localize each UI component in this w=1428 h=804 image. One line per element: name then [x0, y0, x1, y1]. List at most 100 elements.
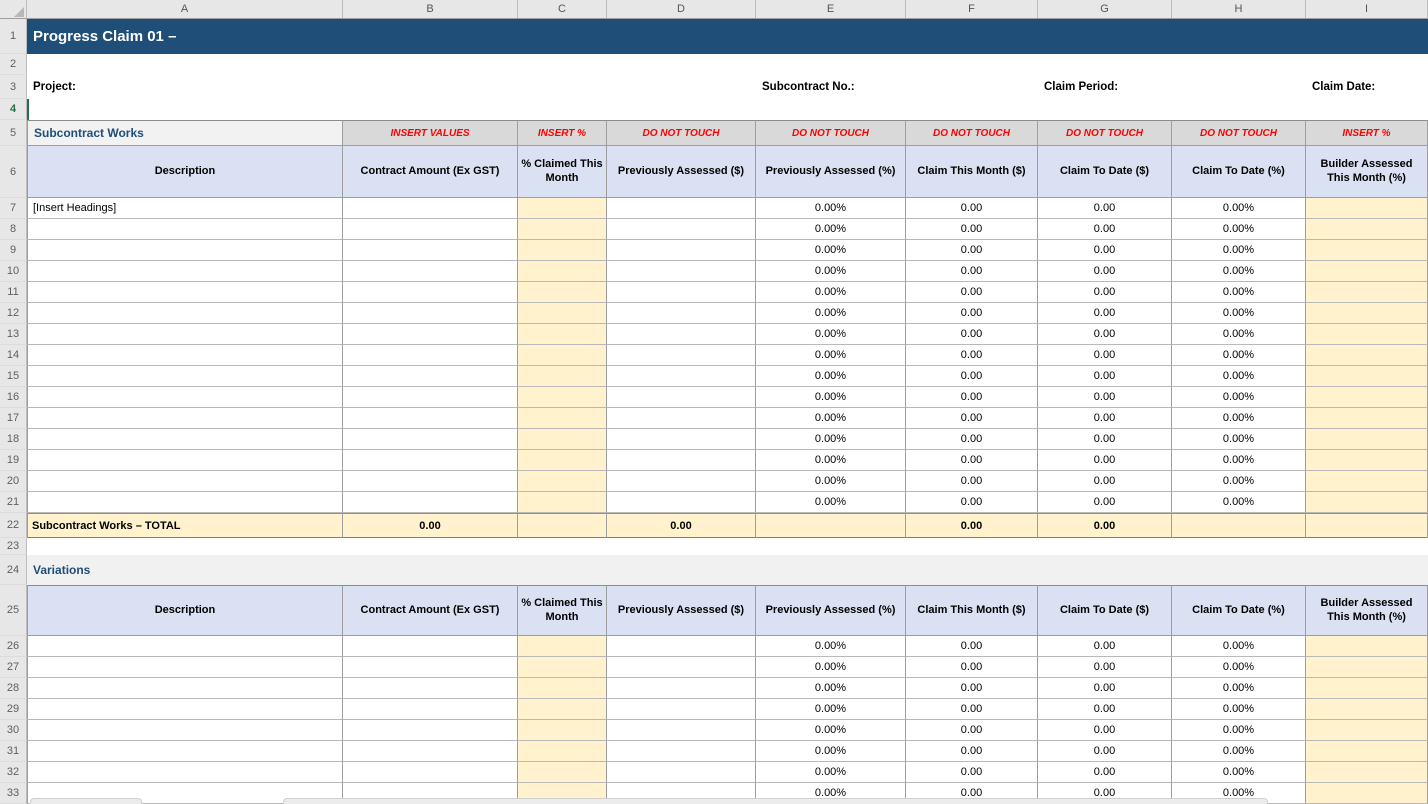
cell-C8[interactable] [518, 219, 607, 240]
cell-E16[interactable]: 0.00% [756, 387, 906, 408]
cell-F27[interactable]: 0.00 [906, 657, 1038, 678]
cell-B27[interactable] [343, 657, 518, 678]
cell-I10[interactable] [1306, 261, 1428, 282]
cell-C16[interactable] [518, 387, 607, 408]
cell-G14[interactable]: 0.00 [1038, 345, 1172, 366]
cell-E8[interactable]: 0.00% [756, 219, 906, 240]
column-heading-H-row6[interactable]: Claim To Date (%) [1172, 146, 1306, 198]
cell-B18[interactable] [343, 429, 518, 450]
row-header-19[interactable]: 19 [0, 450, 27, 471]
row-header-1[interactable]: 1 [0, 19, 27, 54]
cell-H32[interactable]: 0.00% [1172, 762, 1306, 783]
cell-D31[interactable] [607, 741, 756, 762]
cell-A29[interactable] [27, 699, 343, 720]
cell-I31[interactable] [1306, 741, 1428, 762]
cell-F12[interactable]: 0.00 [906, 303, 1038, 324]
cell-D26[interactable] [607, 636, 756, 657]
column-heading-C-row25[interactable]: % Claimed This Month [518, 585, 607, 636]
cell-F8[interactable]: 0.00 [906, 219, 1038, 240]
cell-D28[interactable] [607, 678, 756, 699]
column-heading-B-row25[interactable]: Contract Amount (Ex GST) [343, 585, 518, 636]
row-header-18[interactable]: 18 [0, 429, 27, 450]
row-header-8[interactable]: 8 [0, 219, 27, 240]
cell-C27[interactable] [518, 657, 607, 678]
cell-F26[interactable]: 0.00 [906, 636, 1038, 657]
cell-H21[interactable]: 0.00% [1172, 492, 1306, 513]
subcontract-no-label-cell[interactable]: Subcontract No.: [762, 81, 855, 93]
cell-A28[interactable] [27, 678, 343, 699]
column-header-I[interactable]: I [1306, 0, 1428, 18]
column-heading-D-row6[interactable]: Previously Assessed ($) [607, 146, 756, 198]
cell-E29[interactable]: 0.00% [756, 699, 906, 720]
cell-C21[interactable] [518, 492, 607, 513]
cell-B14[interactable] [343, 345, 518, 366]
row-header-21[interactable]: 21 [0, 492, 27, 513]
row-header-27[interactable]: 27 [0, 657, 27, 678]
cell-F18[interactable]: 0.00 [906, 429, 1038, 450]
claim-date-label-cell[interactable]: Claim Date: [1312, 81, 1376, 93]
cell-E10[interactable]: 0.00% [756, 261, 906, 282]
cell-C11[interactable] [518, 282, 607, 303]
cell-G13[interactable]: 0.00 [1038, 324, 1172, 345]
cell-G17[interactable]: 0.00 [1038, 408, 1172, 429]
cell-C10[interactable] [518, 261, 607, 282]
cell-C15[interactable] [518, 366, 607, 387]
cell-A32[interactable] [27, 762, 343, 783]
cell-F21[interactable]: 0.00 [906, 492, 1038, 513]
cell-G10[interactable]: 0.00 [1038, 261, 1172, 282]
cell-I28[interactable] [1306, 678, 1428, 699]
cell-H3[interactable] [1172, 75, 1306, 99]
cell-I16[interactable] [1306, 387, 1428, 408]
column-header-D[interactable]: D [607, 0, 756, 18]
cell-G19[interactable]: 0.00 [1038, 450, 1172, 471]
cell-D27[interactable] [607, 657, 756, 678]
section-variations-cell[interactable]: Variations [27, 555, 1428, 585]
cell-E13[interactable]: 0.00% [756, 324, 906, 345]
row-header-10[interactable]: 10 [0, 261, 27, 282]
cell-H13[interactable]: 0.00% [1172, 324, 1306, 345]
cell-A10[interactable] [27, 261, 343, 282]
cell-G16[interactable]: 0.00 [1038, 387, 1172, 408]
row-header-33[interactable]: 33 [0, 783, 27, 804]
cell-G7[interactable]: 0.00 [1038, 198, 1172, 219]
cell-A18[interactable] [27, 429, 343, 450]
cell-C9[interactable] [518, 240, 607, 261]
cell-B9[interactable] [343, 240, 518, 261]
row-header-3[interactable]: 3 [0, 75, 27, 99]
total-cell-I22[interactable] [1306, 513, 1428, 538]
selected-cell-A4[interactable] [27, 99, 343, 120]
cell-F9[interactable]: 0.00 [906, 240, 1038, 261]
cell-A23[interactable] [27, 538, 1428, 555]
row-header-32[interactable]: 32 [0, 762, 27, 783]
select-all-corner[interactable] [0, 0, 27, 18]
cell-B12[interactable] [343, 303, 518, 324]
total-label-cell[interactable]: Subcontract Works – TOTAL [27, 513, 343, 538]
cell-D13[interactable] [607, 324, 756, 345]
cell-G26[interactable]: 0.00 [1038, 636, 1172, 657]
cell-A31[interactable] [27, 741, 343, 762]
column-heading-E-row25[interactable]: Previously Assessed (%) [756, 585, 906, 636]
cell-B28[interactable] [343, 678, 518, 699]
cell-A13[interactable] [27, 324, 343, 345]
column-heading-A-row25[interactable]: Description [27, 585, 343, 636]
cell-F15[interactable]: 0.00 [906, 366, 1038, 387]
cell-A11[interactable] [27, 282, 343, 303]
cell-B31[interactable] [343, 741, 518, 762]
column-heading-E-row6[interactable]: Previously Assessed (%) [756, 146, 906, 198]
cell-D14[interactable] [607, 345, 756, 366]
cell-B13[interactable] [343, 324, 518, 345]
column-heading-A-row6[interactable]: Description [27, 146, 343, 198]
cell-D9[interactable] [607, 240, 756, 261]
cell-C13[interactable] [518, 324, 607, 345]
row-header-13[interactable]: 13 [0, 324, 27, 345]
cell-D20[interactable] [607, 471, 756, 492]
total-cell-D22[interactable]: 0.00 [607, 513, 756, 538]
cell-B3[interactable] [343, 75, 756, 99]
cell-D29[interactable] [607, 699, 756, 720]
cell-B30[interactable] [343, 720, 518, 741]
cell-H17[interactable]: 0.00% [1172, 408, 1306, 429]
cell-F10[interactable]: 0.00 [906, 261, 1038, 282]
column-header-B[interactable]: B [343, 0, 518, 18]
cell-I13[interactable] [1306, 324, 1428, 345]
title-banner[interactable]: Progress Claim 01 – [27, 19, 1428, 54]
